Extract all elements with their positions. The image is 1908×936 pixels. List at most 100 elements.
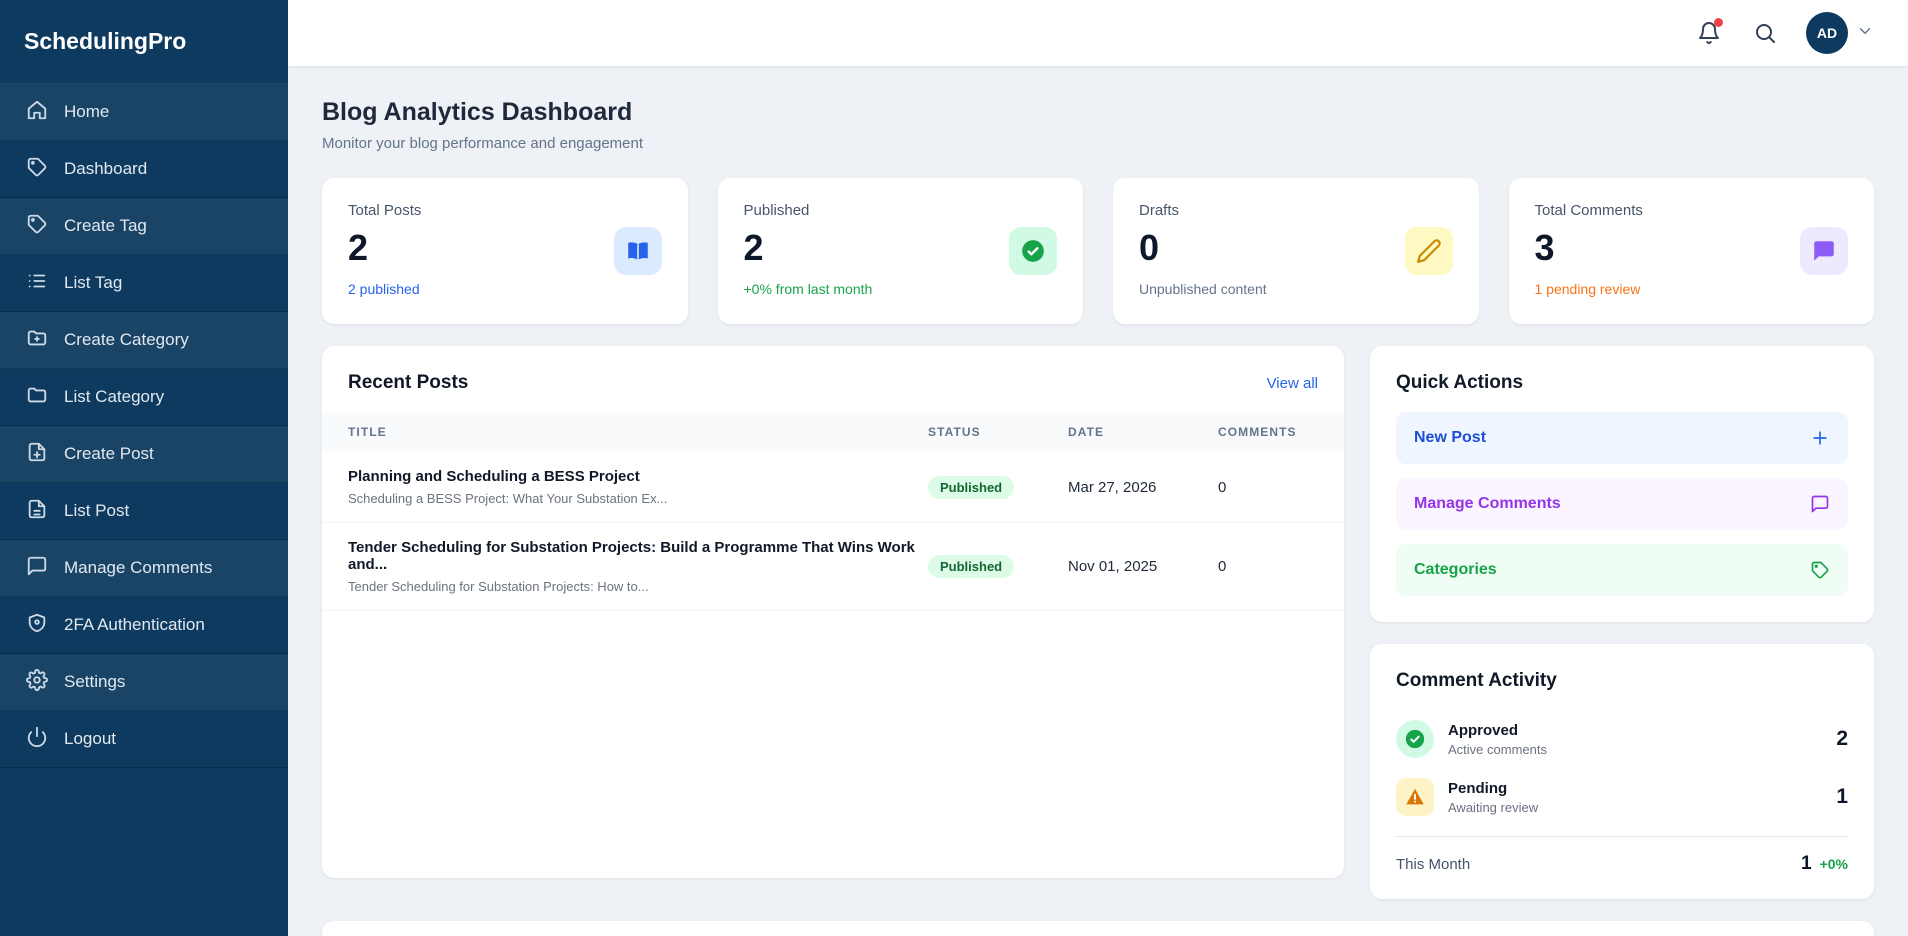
notifications-button[interactable] bbox=[1694, 18, 1724, 48]
plus-icon bbox=[1813, 431, 1827, 445]
chevron-down-icon[interactable] bbox=[1856, 22, 1874, 45]
new-post-action[interactable]: New Post bbox=[1396, 412, 1848, 464]
activity-row-approved: Approved Active comments 2 bbox=[1396, 710, 1848, 768]
post-title: Planning and Scheduling a BESS Project bbox=[348, 468, 640, 485]
status-badge: Published bbox=[928, 475, 1015, 499]
sidebar-item-label: Create Category bbox=[64, 330, 189, 349]
sidebar-item-label: List Category bbox=[64, 387, 165, 406]
this-month-delta: +0% bbox=[1819, 856, 1848, 872]
categories-action[interactable]: Categories bbox=[1396, 544, 1848, 596]
stat-note: 2 published bbox=[348, 281, 420, 297]
table-row[interactable]: Planning and Scheduling a BESS Project S… bbox=[322, 452, 1344, 523]
list-icon bbox=[26, 270, 48, 297]
comment-icon bbox=[1811, 495, 1829, 513]
this-month-values: 1 +0% bbox=[1801, 853, 1848, 875]
warning-icon bbox=[1396, 778, 1434, 816]
sidebar-item-create-tag[interactable]: Create Tag bbox=[0, 198, 288, 255]
sidebar-item-create-category[interactable]: Create Category bbox=[0, 312, 288, 369]
table-header: Title Status Date Comments bbox=[322, 412, 1344, 452]
main-column: AD Blog Analytics Dashboard Monitor your… bbox=[288, 0, 1908, 936]
file-plus-icon bbox=[26, 441, 48, 468]
stat-label: Total Comments bbox=[1534, 202, 1643, 219]
dashboard-content: Blog Analytics Dashboard Monitor your bl… bbox=[288, 66, 1908, 936]
stat-value: 0 bbox=[1139, 227, 1160, 268]
sidebar-item-create-post[interactable]: Create Post bbox=[0, 426, 288, 483]
stat-card-drafts: Drafts 0 Unpublished content bbox=[1113, 178, 1479, 324]
stat-note: 1 pending review bbox=[1534, 281, 1641, 297]
sidebar-item-label: 2FA Authentication bbox=[64, 615, 205, 634]
sidebar-item-settings[interactable]: Settings bbox=[0, 654, 288, 711]
activity-sublabel: Active comments bbox=[1448, 741, 1547, 757]
power-icon bbox=[26, 726, 48, 753]
recent-posts-card: Recent Posts View all Title Status Date … bbox=[322, 346, 1344, 878]
stat-label: Total Posts bbox=[348, 202, 422, 219]
stat-card-published: Published 2 +0% from last month bbox=[717, 178, 1083, 324]
search-button[interactable] bbox=[1750, 18, 1780, 48]
sidebar-item-logout[interactable]: Logout bbox=[0, 711, 288, 768]
sidebar-item-dashboard[interactable]: Dashboard bbox=[0, 141, 288, 198]
gear-icon bbox=[26, 668, 48, 696]
stat-value: 2 bbox=[743, 227, 764, 268]
activity-value: 2 bbox=[1836, 727, 1848, 750]
this-month-value: 1 bbox=[1801, 853, 1812, 874]
stat-note: Unpublished content bbox=[1139, 281, 1267, 297]
stat-card-total-comments: Total Comments 3 1 pending review bbox=[1508, 178, 1874, 324]
check-circle-icon bbox=[1009, 227, 1057, 275]
column-status: Status bbox=[928, 425, 981, 439]
stat-card-total-posts: Total Posts 2 2 published bbox=[322, 178, 688, 324]
status-cell: Published bbox=[928, 555, 1058, 578]
sidebar-item-label: Manage Comments bbox=[64, 558, 213, 577]
post-title: Tender Scheduling for Substation Project… bbox=[348, 539, 915, 573]
sidebar-item-list-category[interactable]: List Category bbox=[0, 369, 288, 426]
stat-value: 3 bbox=[1534, 227, 1555, 268]
comment-activity-body: Approved Active comments 2 Pen bbox=[1370, 710, 1874, 899]
check-circle-icon bbox=[1396, 720, 1434, 758]
notification-dot bbox=[1714, 18, 1723, 27]
status-badge: Published bbox=[928, 555, 1015, 578]
quick-actions-header: Quick Actions bbox=[1370, 346, 1874, 412]
sidebar-item-home[interactable]: Home bbox=[0, 84, 288, 141]
sidebar-item-label: Create Post bbox=[64, 444, 154, 463]
recent-posts-header: Recent Posts View all bbox=[322, 346, 1344, 412]
date-cell: Mar 27, 2026 bbox=[1068, 478, 1157, 496]
view-all-link[interactable]: View all bbox=[1266, 374, 1318, 392]
stat-value: 2 bbox=[348, 227, 369, 268]
table-row[interactable]: Tender Scheduling for Substation Project… bbox=[322, 523, 1344, 611]
action-label: New Post bbox=[1414, 429, 1487, 446]
sidebar-item-list-post[interactable]: List Post bbox=[0, 483, 288, 540]
manage-comments-action[interactable]: Manage Comments bbox=[1396, 478, 1848, 530]
sidebar-item-2fa[interactable]: 2FA Authentication bbox=[0, 597, 288, 654]
sidebar-item-label: Create Tag bbox=[64, 216, 147, 235]
topbar: AD bbox=[288, 0, 1908, 66]
activity-row-pending: Pending Awaiting review 1 bbox=[1396, 768, 1848, 826]
stat-label: Published bbox=[743, 202, 810, 219]
sidebar-item-manage-comments[interactable]: Manage Comments bbox=[0, 540, 288, 597]
shield-icon bbox=[26, 612, 48, 639]
sidebar-item-list-tag[interactable]: List Tag bbox=[0, 255, 288, 312]
activity-sublabel: Awaiting review bbox=[1448, 799, 1539, 815]
status-cell: Published bbox=[928, 475, 1058, 499]
search-icon bbox=[1756, 24, 1775, 43]
activity-label: Approved bbox=[1448, 721, 1519, 739]
book-icon bbox=[613, 227, 662, 275]
avatar[interactable]: AD bbox=[1806, 12, 1848, 54]
popular-posts-card: Most Popular Posts bbox=[322, 921, 1874, 936]
folder-plus-icon bbox=[26, 327, 48, 354]
comment-activity-card: Comment Activity Approved Active comment… bbox=[1370, 644, 1874, 899]
comments-cell: 0 bbox=[1218, 478, 1227, 496]
chat-icon bbox=[1800, 227, 1848, 275]
post-cell: Planning and Scheduling a BESS Project S… bbox=[348, 468, 918, 506]
this-month-row: This Month 1 +0% bbox=[1396, 836, 1848, 875]
activity-label: Pending bbox=[1448, 779, 1508, 797]
this-month-label: This Month bbox=[1396, 855, 1471, 873]
stat-note: +0% from last month bbox=[743, 281, 873, 297]
bell-icon bbox=[1699, 22, 1719, 44]
sidebar-item-label: List Tag bbox=[64, 273, 123, 292]
sidebar: SchedulingPro Home Dashboard Create Tag … bbox=[0, 0, 288, 936]
activity-value: 1 bbox=[1836, 785, 1848, 808]
user-menu[interactable]: AD bbox=[1806, 12, 1874, 54]
stat-cards: Total Posts 2 2 published Published 2 +0… bbox=[322, 178, 1874, 324]
activity-text: Pending Awaiting review bbox=[1448, 780, 1822, 815]
sidebar-item-label: List Post bbox=[64, 501, 130, 520]
